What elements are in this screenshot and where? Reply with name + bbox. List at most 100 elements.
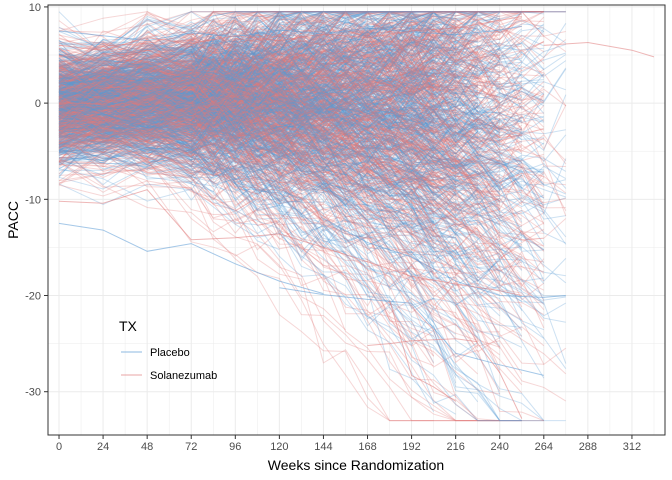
trajectory-placebo <box>58 23 523 80</box>
trajectory-placebo <box>58 107 434 206</box>
trajectory-placebo <box>58 79 500 143</box>
trajectory-solanezumab <box>58 10 500 82</box>
trajectory-placebo <box>58 12 500 111</box>
trajectory-solanezumab <box>58 80 346 141</box>
trajectory-placebo <box>58 76 302 130</box>
trajectory-placebo <box>58 141 302 211</box>
x-tick-label: 168 <box>358 441 376 453</box>
trajectory-placebo <box>58 67 324 126</box>
x-tick-label: 192 <box>402 441 420 453</box>
trajectory-placebo <box>58 102 457 170</box>
trajectory-solanezumab <box>58 11 544 65</box>
trajectory-placebo <box>58 62 501 148</box>
trajectory-placebo <box>58 45 479 109</box>
grid-lines <box>48 5 665 435</box>
trajectory-placebo <box>58 97 258 131</box>
trajectory-solanezumab <box>58 11 500 91</box>
trajectory-solanezumab <box>58 11 566 33</box>
trajectory-solanezumab <box>58 87 478 129</box>
trajectory-solanezumab <box>58 69 545 143</box>
trajectory-solanezumab <box>58 59 500 204</box>
trajectory-placebo <box>58 11 456 128</box>
trajectory-solanezumab <box>58 86 478 158</box>
trajectory-placebo <box>58 66 523 136</box>
trajectory-placebo <box>58 72 501 138</box>
trajectory-placebo <box>58 74 346 159</box>
trajectory-placebo <box>58 117 456 171</box>
trajectory-solanezumab <box>58 40 456 101</box>
trajectory-solanezumab <box>58 77 456 167</box>
trajectory-solanezumab <box>58 30 500 110</box>
trajectory-placebo <box>58 65 478 133</box>
trajectory-solanezumab <box>58 11 456 83</box>
trajectory-solanezumab <box>58 79 346 159</box>
trajectory-solanezumab <box>58 17 523 71</box>
trajectory-solanezumab <box>58 40 545 205</box>
trajectory-placebo <box>58 101 435 346</box>
trajectory-placebo <box>58 11 478 92</box>
trajectory-solanezumab <box>58 41 302 99</box>
trajectory-placebo <box>58 73 434 121</box>
trajectory-placebo <box>58 23 478 89</box>
trajectory-placebo <box>58 42 522 108</box>
trajectory-placebo <box>58 83 456 190</box>
trajectory-solanezumab <box>58 92 478 165</box>
trajectory-solanezumab <box>58 10 434 109</box>
trajectory-solanezumab <box>58 54 501 132</box>
trajectory-placebo <box>58 119 434 233</box>
trajectory-placebo <box>58 10 500 83</box>
trajectory-solanezumab <box>58 50 302 130</box>
trajectory-placebo <box>58 11 544 92</box>
trajectory-solanezumab <box>58 11 522 79</box>
trajectory-placebo <box>58 18 346 98</box>
trajectory-placebo <box>58 100 500 206</box>
trajectory-placebo <box>58 58 501 137</box>
trajectory-placebo <box>58 81 280 163</box>
trajectory-solanezumab <box>58 87 258 136</box>
trajectory-placebo <box>58 50 434 128</box>
trajectory-solanezumab <box>58 63 522 136</box>
trajectory-placebo <box>58 50 258 104</box>
trajectory-placebo <box>58 139 280 190</box>
trajectory-solanezumab <box>58 81 500 209</box>
trajectory-placebo <box>58 76 324 128</box>
trajectory-placebo <box>58 103 456 238</box>
trajectory-placebo <box>58 22 545 101</box>
trajectory-placebo <box>58 47 434 110</box>
trajectory-placebo <box>58 23 544 102</box>
trajectory-placebo <box>58 111 500 260</box>
trajectory-placebo <box>58 168 457 378</box>
trajectory-placebo <box>58 11 456 106</box>
trajectory-solanezumab <box>58 90 545 347</box>
trajectory-placebo <box>58 46 478 101</box>
trajectory-placebo <box>58 11 478 162</box>
trajectory-solanezumab <box>58 78 479 187</box>
trajectory-solanezumab <box>58 108 434 367</box>
trajectory-solanezumab <box>58 11 522 146</box>
trajectory-solanezumab <box>58 44 522 103</box>
trajectory-placebo <box>58 56 456 104</box>
trajectory-solanezumab <box>58 87 545 141</box>
trajectory-placebo <box>58 57 434 123</box>
trajectory-placebo <box>58 41 456 118</box>
trajectory-solanezumab <box>58 64 545 204</box>
trajectory-solanezumab <box>58 11 456 100</box>
trajectory-placebo <box>58 140 435 266</box>
trajectory-solanezumab <box>58 11 522 119</box>
trajectory-placebo <box>58 51 478 112</box>
trajectory-solanezumab <box>58 32 479 138</box>
trajectory-placebo <box>58 85 567 244</box>
trajectory-solanezumab <box>58 106 501 197</box>
trajectory-solanezumab <box>58 35 478 73</box>
trajectory-placebo <box>58 130 479 200</box>
trajectory-solanezumab <box>58 122 434 185</box>
trajectory-placebo <box>58 15 500 139</box>
trajectory-placebo <box>58 83 457 211</box>
trajectory-placebo <box>58 83 522 246</box>
trajectory-solanezumab <box>58 91 434 167</box>
trajectory-solanezumab <box>58 58 478 106</box>
trajectory-placebo <box>58 98 544 152</box>
y-tick-label: -10 <box>25 194 41 206</box>
trajectory-solanezumab <box>58 109 324 148</box>
trajectory-placebo <box>58 45 523 177</box>
